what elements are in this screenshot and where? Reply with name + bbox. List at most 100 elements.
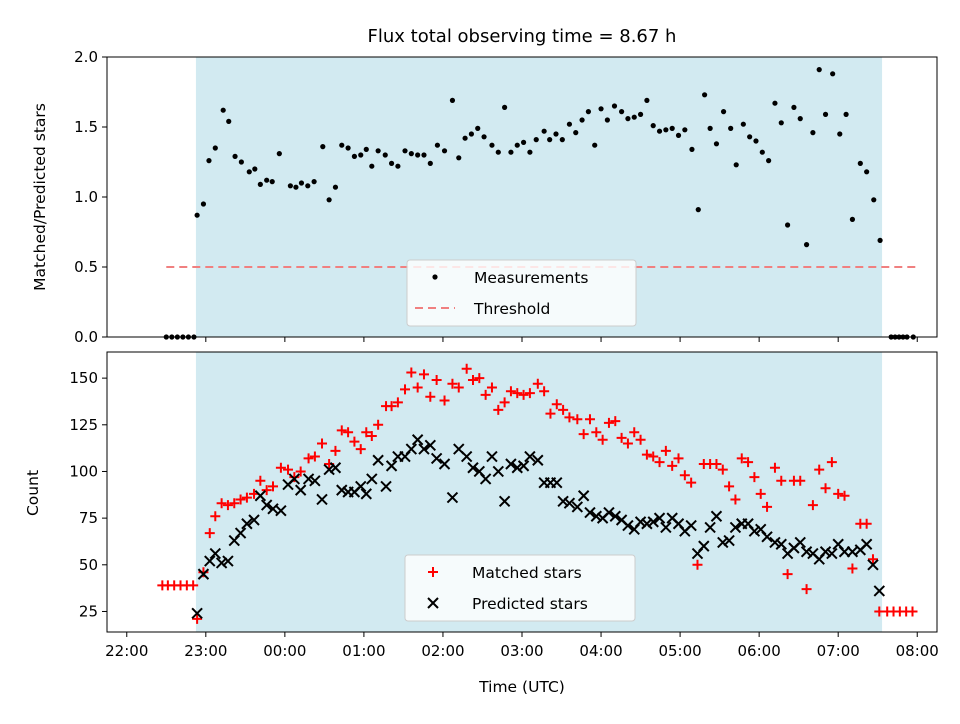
matched-star-point — [493, 404, 504, 415]
measurement-point — [689, 146, 695, 152]
matched-star-point — [801, 584, 812, 595]
measurement-point — [287, 183, 293, 189]
measurement-point — [468, 131, 475, 137]
predicted-star-point — [685, 519, 697, 532]
predicted-star-point — [411, 434, 424, 446]
predicted-star-point — [717, 536, 729, 549]
matched-star-point — [673, 453, 684, 464]
matched-star-point — [418, 369, 429, 380]
matched-star-point — [736, 453, 747, 464]
top-ytick-label: 0.0 — [74, 328, 98, 346]
predicted-star-point — [524, 450, 536, 463]
measurement-point — [402, 148, 408, 154]
predicted-star-point — [241, 518, 253, 530]
matched-star-point — [660, 445, 671, 456]
matched-star-point — [551, 399, 562, 410]
measurement-point — [669, 125, 675, 131]
predicted-star-point — [460, 450, 473, 463]
matched-star-point — [692, 559, 703, 570]
predicted-star-point — [316, 493, 328, 506]
matched-star-point — [776, 475, 787, 486]
predicted-star-point — [819, 546, 832, 558]
matched-star-point — [486, 382, 497, 393]
bottom-panel: 25 50 75 100 125 150 22:00 23:00 00:00 01:00 02:00… — [69, 351, 939, 660]
predicted-star-point — [492, 465, 504, 478]
matched-star-point — [867, 554, 878, 565]
predicted-star-point — [704, 521, 716, 534]
measurement-point — [427, 160, 433, 166]
measurement-point — [358, 152, 364, 158]
measurement-point — [830, 71, 836, 77]
measurement-point — [663, 127, 669, 133]
measurement-point — [206, 158, 212, 164]
measurement-point — [481, 134, 487, 140]
matched-star-point — [355, 444, 366, 455]
predicted-star-point — [590, 510, 603, 522]
measurement-point — [339, 142, 345, 148]
matched-star-point — [524, 388, 535, 399]
matched-star-point — [755, 488, 766, 499]
matched-star-point — [667, 460, 678, 471]
matched-star-point — [303, 453, 314, 464]
measurement-point — [320, 144, 326, 150]
predicted-star-point — [222, 555, 234, 567]
matched-star-point — [532, 378, 543, 389]
measurement-point — [579, 117, 585, 123]
matched-star-point — [597, 434, 608, 445]
top-ytick-label: 1.0 — [74, 188, 98, 206]
matched-star-point — [616, 432, 627, 443]
legend-matched-marker — [428, 567, 438, 577]
predicted-star-point — [191, 607, 203, 620]
measurement-point — [533, 137, 539, 143]
measurement-point — [733, 162, 739, 168]
measurement-point — [592, 142, 598, 148]
predicted-star-point — [698, 540, 710, 552]
xtick-label: 06:00 — [738, 642, 781, 660]
legend-label: Threshold — [473, 300, 550, 318]
matched-star-point — [295, 466, 306, 477]
predicted-star-point — [288, 473, 301, 485]
predicted-star-point — [418, 443, 430, 455]
xtick-label: 22:00 — [105, 642, 148, 660]
measurement-point — [238, 159, 244, 165]
bottom-ylabel: Count — [24, 470, 42, 516]
legend-label: Matched stars — [472, 564, 582, 582]
matched-star-point — [392, 397, 403, 408]
predicted-star-point — [366, 473, 378, 485]
measurement-point — [305, 183, 311, 189]
measurement-point — [264, 177, 270, 183]
measurement-point — [720, 109, 727, 115]
matched-star-point — [762, 501, 773, 512]
predicted-star-point — [775, 538, 787, 550]
matched-star-point — [467, 375, 478, 385]
predicted-star-point — [234, 527, 247, 539]
measurement-point — [803, 242, 810, 248]
predicted-star-point — [405, 443, 418, 455]
measurement-point — [293, 184, 299, 190]
measurement-point — [728, 125, 734, 131]
measurement-point — [194, 212, 200, 218]
matched-star-point — [343, 427, 354, 438]
measurement-point — [675, 132, 682, 138]
matched-star-point — [283, 464, 294, 475]
predicted-star-point — [571, 501, 584, 513]
matched-star-point — [907, 606, 918, 617]
predicted-star-point — [355, 480, 367, 493]
measurement-point — [220, 107, 226, 113]
measurement-point — [604, 117, 610, 123]
matched-star-point — [782, 569, 793, 580]
matched-star-point — [235, 494, 246, 505]
measurement-point — [434, 142, 441, 148]
matched-star-point — [711, 459, 722, 469]
measurement-point — [707, 125, 713, 131]
matched-star-point — [572, 414, 583, 425]
measurement-point — [475, 125, 481, 131]
measurement-point — [345, 145, 351, 151]
measurement-point — [816, 67, 822, 73]
matched-star-point — [814, 464, 825, 475]
matched-star-point — [584, 414, 595, 425]
predicted-star-point — [479, 473, 492, 485]
predicted-star-point — [197, 568, 210, 580]
measurement-point — [695, 207, 701, 213]
predicted-star-point — [603, 506, 615, 519]
